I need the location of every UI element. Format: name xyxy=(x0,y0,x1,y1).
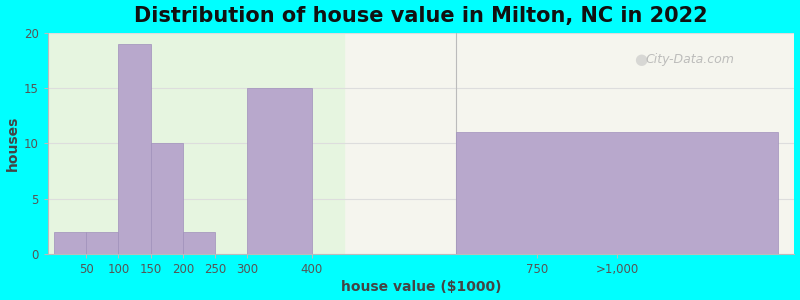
Title: Distribution of house value in Milton, NC in 2022: Distribution of house value in Milton, N… xyxy=(134,6,708,26)
Y-axis label: houses: houses xyxy=(6,116,19,171)
Bar xyxy=(86,232,118,254)
Bar xyxy=(150,143,183,254)
Bar xyxy=(54,232,86,254)
Bar xyxy=(48,33,344,254)
Text: City-Data.com: City-Data.com xyxy=(645,53,734,66)
Bar xyxy=(247,88,311,254)
Bar xyxy=(183,232,215,254)
Bar xyxy=(457,132,778,254)
Bar xyxy=(118,44,150,254)
Text: ●: ● xyxy=(634,52,647,67)
X-axis label: house value ($1000): house value ($1000) xyxy=(341,280,502,294)
